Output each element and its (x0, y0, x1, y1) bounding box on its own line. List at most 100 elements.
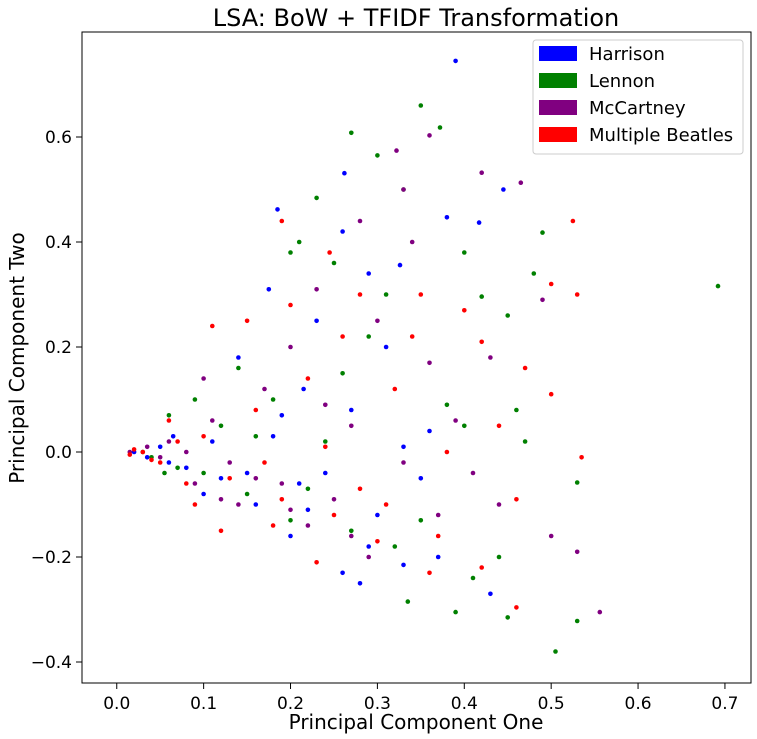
data-point (488, 355, 493, 360)
data-point (375, 153, 380, 158)
data-point (409, 334, 415, 339)
data-point (279, 497, 285, 502)
data-point (548, 533, 554, 539)
data-point (314, 560, 319, 565)
data-point (253, 434, 259, 439)
data-point (392, 386, 398, 392)
data-point (427, 133, 432, 138)
legend-label: Harrison (589, 44, 665, 65)
data-point (579, 455, 584, 460)
data-point (210, 418, 215, 423)
data-point (540, 230, 545, 235)
data-point (296, 239, 302, 245)
data-point (144, 444, 150, 450)
data-point (270, 397, 276, 402)
data-point (505, 615, 511, 620)
data-point (314, 318, 319, 324)
data-point (405, 599, 411, 604)
data-point (184, 449, 189, 455)
data-point (184, 465, 189, 471)
series-harrison (131, 58, 506, 597)
data-point (218, 476, 224, 481)
data-point (262, 386, 267, 392)
data-point (288, 518, 293, 523)
data-point (715, 283, 721, 289)
x-tick-label: 0.7 (711, 694, 738, 714)
data-point (201, 376, 206, 381)
x-tick-label: 0.0 (103, 694, 130, 714)
legend-swatch (539, 73, 577, 88)
legend-label: McCartney (589, 98, 686, 119)
data-point (218, 423, 224, 429)
data-point (279, 218, 285, 224)
legend-frame (532, 39, 744, 155)
data-point (349, 407, 354, 413)
data-point (210, 439, 215, 444)
data-point (253, 476, 259, 481)
y-tick-label: 0.4 (45, 233, 72, 253)
data-point (305, 376, 311, 381)
data-point (140, 449, 146, 455)
data-point (453, 58, 458, 64)
data-point (357, 486, 363, 492)
data-point (349, 423, 354, 429)
data-point (518, 180, 524, 185)
data-point (288, 507, 293, 513)
x-tick-label: 0.4 (451, 694, 478, 714)
data-point (522, 365, 528, 371)
data-point (462, 250, 467, 255)
data-point (331, 497, 337, 502)
data-point (435, 512, 441, 518)
data-point (327, 250, 332, 255)
data-point (323, 439, 328, 444)
data-point (444, 215, 450, 220)
data-point (314, 195, 319, 201)
data-point (270, 523, 276, 528)
data-point (166, 460, 172, 465)
data-point (418, 518, 424, 523)
data-point (340, 570, 345, 576)
data-point (514, 407, 519, 413)
data-point (331, 512, 337, 518)
data-point (314, 287, 319, 292)
data-point (227, 460, 232, 465)
data-point (366, 544, 372, 549)
data-point (479, 294, 485, 299)
data-point (266, 287, 272, 292)
data-point (531, 271, 537, 276)
data-point (401, 562, 406, 568)
data-point (383, 344, 389, 350)
data-point (349, 528, 354, 534)
data-point (201, 491, 206, 497)
data-point (275, 207, 280, 212)
data-point (305, 486, 311, 492)
data-point (540, 297, 545, 303)
data-point (218, 528, 224, 534)
legend-swatch (539, 46, 577, 61)
data-point (170, 434, 176, 439)
series-mccartney (127, 133, 603, 615)
data-point (453, 609, 458, 615)
data-point (323, 444, 328, 450)
data-point (522, 439, 528, 444)
data-point (192, 502, 198, 507)
data-point (401, 444, 406, 450)
data-point (479, 170, 485, 175)
data-point (496, 554, 502, 560)
x-tick-label: 0.6 (625, 694, 652, 714)
data-point (296, 481, 302, 486)
data-point (244, 318, 250, 324)
data-point (131, 447, 137, 452)
data-point (375, 539, 380, 544)
data-point (236, 365, 241, 371)
data-point (323, 470, 328, 476)
data-point (548, 281, 554, 287)
data-point (201, 470, 206, 476)
data-point (166, 418, 172, 423)
data-point (501, 187, 506, 192)
data-point (270, 434, 276, 439)
data-point (514, 497, 519, 502)
data-point (175, 465, 180, 471)
data-point (157, 455, 163, 460)
